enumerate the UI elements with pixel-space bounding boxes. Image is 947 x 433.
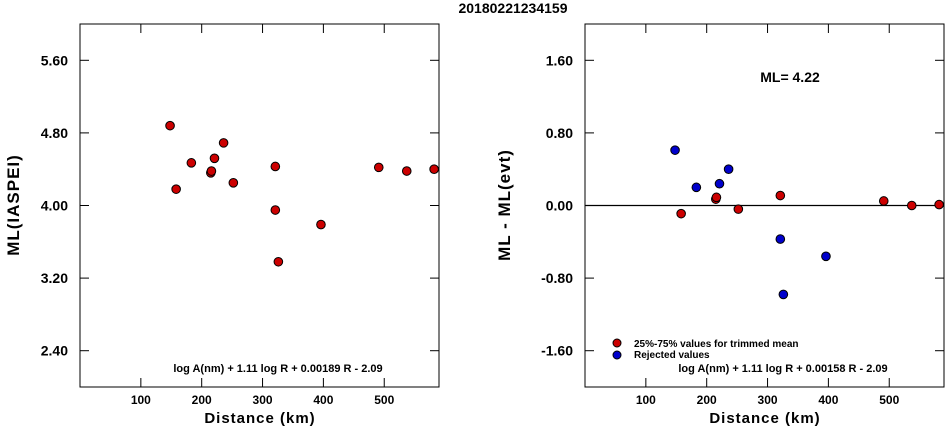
- left-x-tick-label: 100: [131, 393, 151, 407]
- right-x-tick-label: 500: [879, 393, 899, 407]
- left-data-point: [218, 138, 229, 148]
- left-plot-frame: [79, 23, 440, 388]
- left-data-point: [316, 219, 326, 230]
- left-x-ticks: 100 200 300 400 500: [131, 24, 395, 407]
- right-data-point: [878, 196, 889, 206]
- left-data-point: [273, 256, 284, 267]
- left-x-tick-label: 400: [313, 393, 333, 407]
- left-data-point: [228, 178, 239, 188]
- right-x-tick-label: 300: [758, 393, 778, 407]
- right-data-point: [778, 289, 789, 300]
- legend-rejected-label: Rejected values: [634, 350, 710, 361]
- right-y-tick-label: -1.60: [541, 343, 573, 359]
- left-y-tick-label: 5.60: [41, 52, 68, 68]
- right-y-tick-label: 1.60: [546, 52, 573, 68]
- right-x-tick-label: 100: [636, 393, 656, 407]
- right-data-point: [714, 178, 725, 189]
- right-data-point: [711, 192, 722, 203]
- ml-annotation: ML= 4.22: [760, 69, 820, 85]
- left-data-point: [373, 162, 384, 173]
- left-data-point: [171, 184, 181, 194]
- left-data-point: [209, 153, 220, 164]
- left-y-ticks: 2.40 3.20 4.00 4.80 5.60: [41, 52, 439, 359]
- right-y-ticks: -1.60 -0.80 0.00 0.80 1.60: [541, 52, 944, 359]
- left-data-point: [165, 120, 175, 131]
- right-data-point: [723, 164, 734, 174]
- page-title: 20180221234159: [458, 0, 567, 16]
- right-y-tick-label: -0.80: [541, 270, 573, 286]
- right-data-point: [775, 234, 786, 244]
- right-y-axis-label: ML - ML(evt): [495, 149, 514, 261]
- left-data-points: [165, 120, 439, 267]
- left-data-point: [206, 166, 217, 176]
- right-y-tick-label: 0.80: [546, 125, 573, 141]
- left-data-point: [401, 166, 412, 176]
- right-x-axis-label: Distance (km): [709, 410, 820, 427]
- right-x-tick-label: 200: [697, 393, 717, 407]
- right-data-point: [934, 199, 944, 210]
- right-formula: log A(nm) + 1.11 log R + 0.00158 R - 2.0…: [678, 363, 887, 375]
- legend-trimmed-mean-marker: [612, 338, 622, 348]
- left-x-tick-label: 300: [253, 393, 273, 407]
- right-data-point: [775, 190, 786, 201]
- left-formula: log A(nm) + 1.11 log R + 0.00189 R - 2.0…: [173, 363, 382, 375]
- left-y-tick-label: 4.80: [41, 125, 68, 141]
- right-x-tick-label: 400: [818, 393, 838, 407]
- left-y-tick-label: 3.20: [41, 270, 68, 286]
- right-data-point: [733, 204, 744, 214]
- right-data-point: [821, 251, 831, 262]
- left-x-tick-label: 500: [374, 393, 394, 407]
- left-y-tick-label: 2.40: [41, 343, 68, 359]
- right-data-points: [670, 145, 944, 300]
- right-data-point: [691, 182, 702, 193]
- left-data-point: [429, 164, 439, 174]
- left-data-point: [270, 205, 281, 215]
- legend-trimmed-mean-label: 25%-75% values for trimmed mean: [634, 339, 799, 350]
- right-data-point: [676, 208, 686, 219]
- left-y-axis-label: ML(IASPEI): [4, 154, 23, 256]
- left-y-tick-label: 4.00: [41, 198, 68, 214]
- left-data-point: [270, 161, 281, 172]
- right-data-point: [906, 200, 917, 211]
- left-x-axis-label: Distance (km): [204, 410, 315, 427]
- right-data-point: [670, 145, 680, 155]
- left-data-point: [186, 158, 197, 168]
- left-x-tick-label: 200: [192, 393, 212, 407]
- right-y-tick-label: 0.00: [546, 198, 573, 214]
- right-x-ticks: 100 200 300 400 500: [636, 24, 900, 407]
- legend-rejected-marker: [612, 350, 622, 360]
